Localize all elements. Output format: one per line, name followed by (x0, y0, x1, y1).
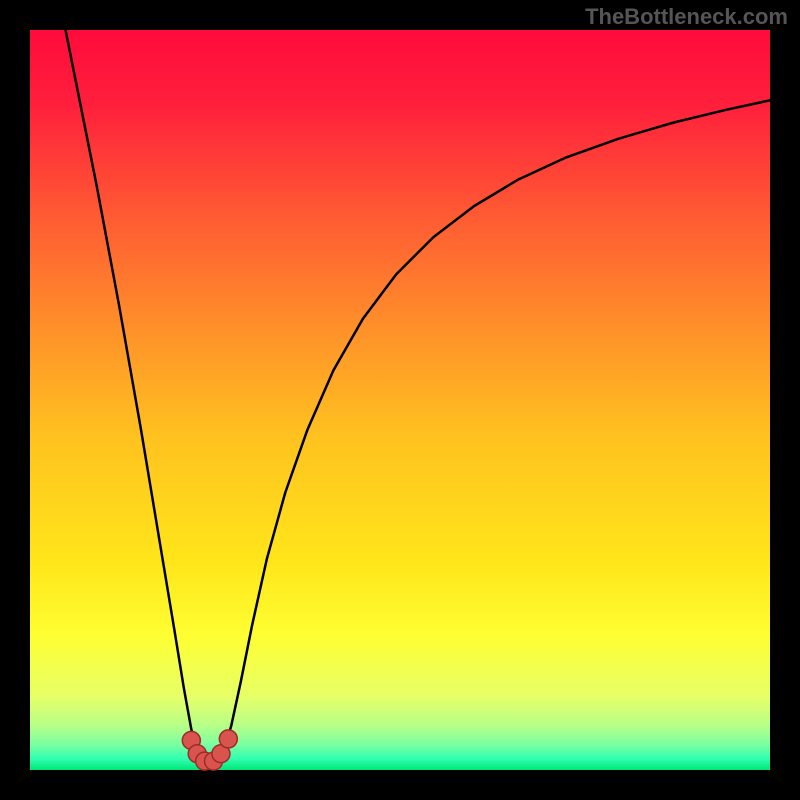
chart-frame: TheBottleneck.com (0, 0, 800, 800)
gradient-background (30, 30, 770, 770)
marker-dot (219, 730, 237, 748)
chart-svg (0, 0, 800, 800)
watermark-text: TheBottleneck.com (585, 4, 788, 30)
